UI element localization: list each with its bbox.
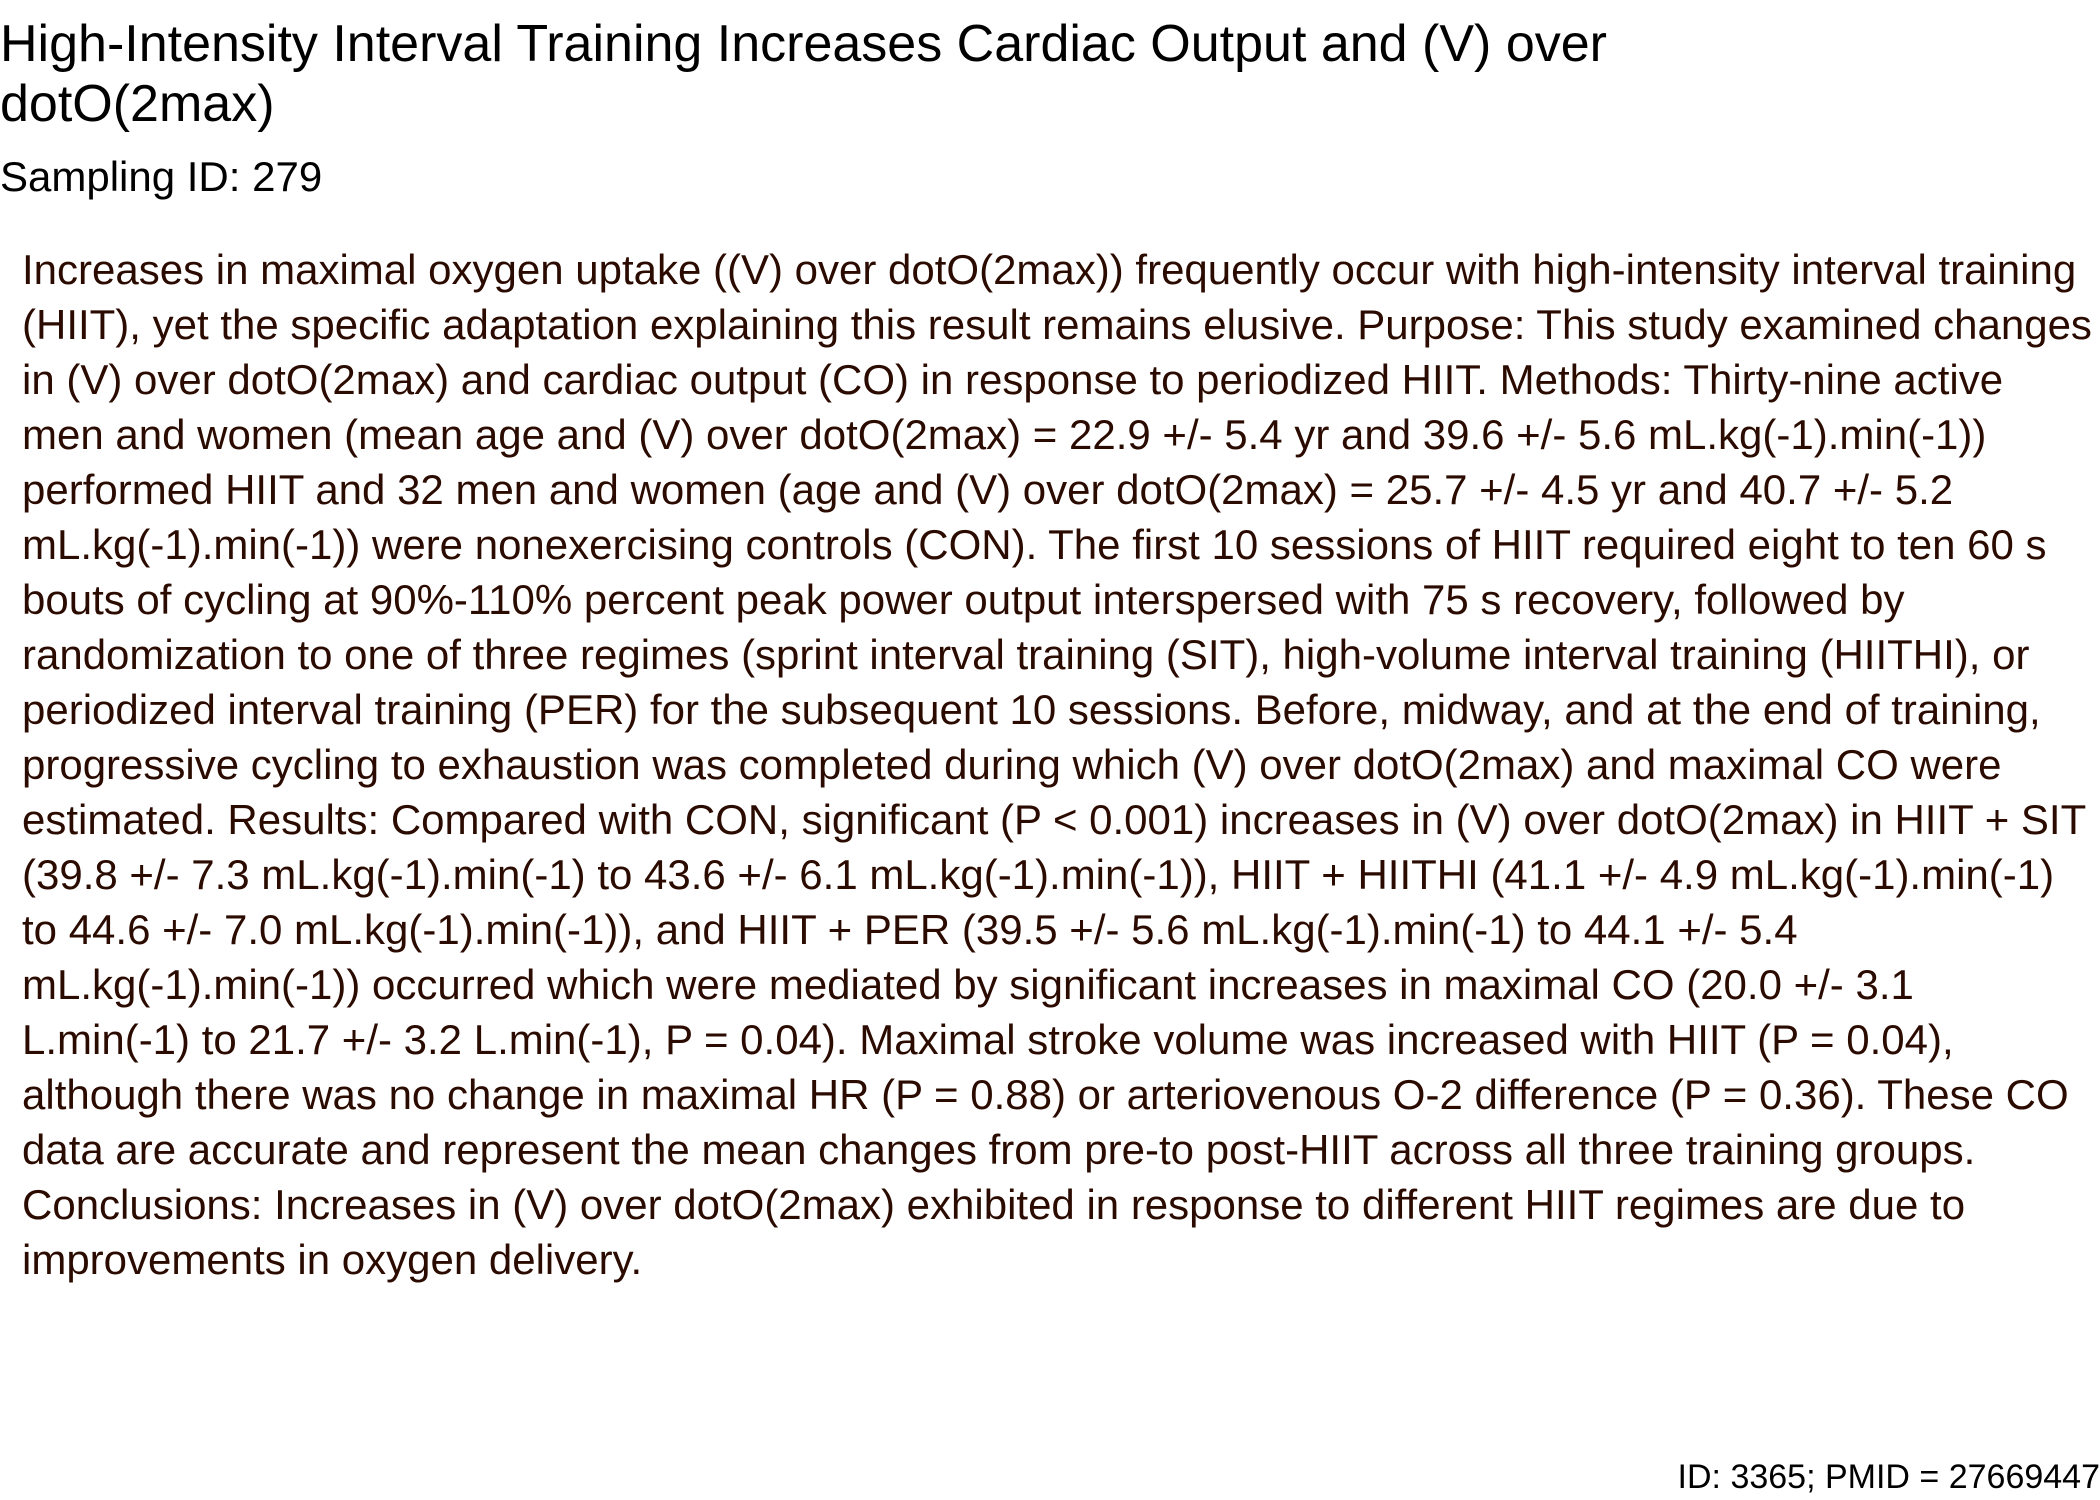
record-id: ID: 3365; PMID = 27669447 [1677, 1458, 2100, 1496]
abstract-text: Increases in maximal oxygen uptake ((V) … [22, 246, 2092, 1283]
paper-title: High-Intensity Interval Training Increas… [0, 15, 1607, 133]
sampling-id: Sampling ID: 279 [0, 153, 323, 200]
